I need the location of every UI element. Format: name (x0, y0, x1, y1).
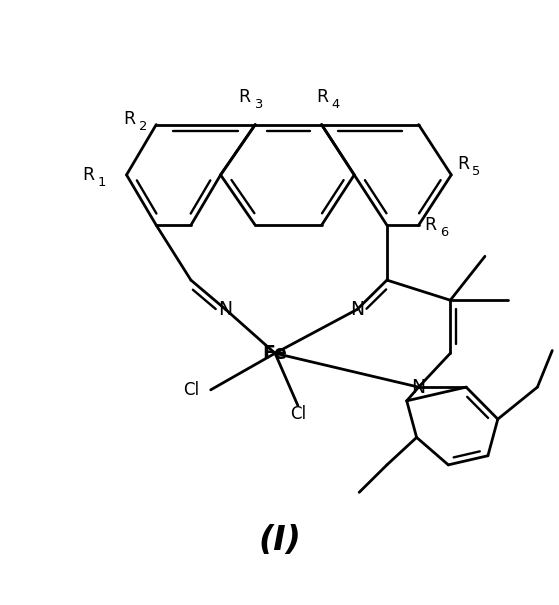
Text: 5: 5 (472, 165, 481, 178)
Text: 4: 4 (331, 98, 340, 111)
Text: (I): (I) (258, 524, 301, 557)
Text: Cl: Cl (290, 405, 306, 423)
Text: N: N (350, 300, 364, 319)
Text: 1: 1 (98, 176, 106, 189)
Text: N: N (411, 378, 425, 397)
Text: R: R (457, 155, 469, 173)
Text: Cl: Cl (183, 381, 200, 399)
Text: R: R (123, 110, 135, 128)
Text: R: R (239, 88, 251, 106)
Text: 3: 3 (254, 98, 262, 111)
Text: R: R (316, 88, 328, 106)
Text: Fe: Fe (263, 344, 287, 363)
Text: N: N (219, 300, 233, 319)
Text: R: R (82, 166, 94, 184)
Text: R: R (424, 216, 436, 234)
Text: 6: 6 (439, 226, 448, 240)
Text: 2: 2 (139, 120, 147, 133)
